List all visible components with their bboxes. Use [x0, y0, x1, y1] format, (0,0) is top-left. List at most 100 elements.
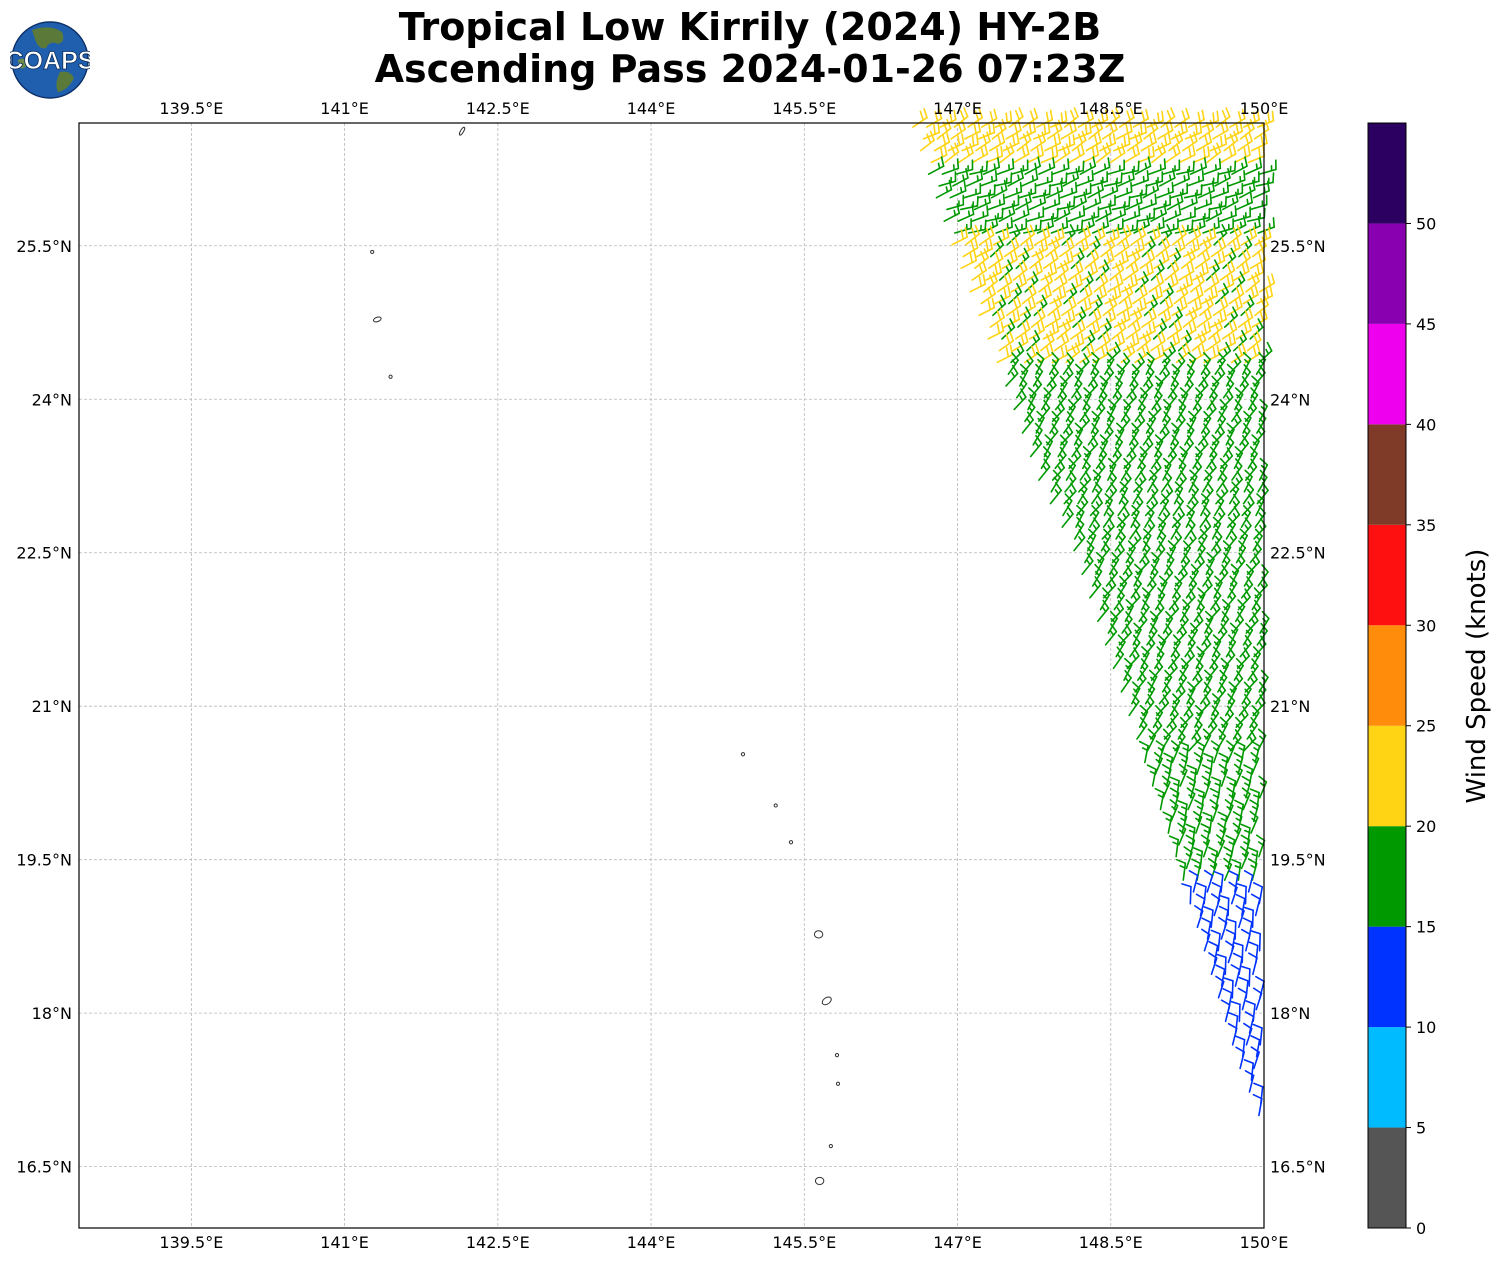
wind-barb — [1104, 285, 1122, 305]
wind-barb-flag — [1259, 681, 1267, 691]
wind-barb — [1188, 216, 1206, 234]
wind-barb-flag — [1161, 110, 1164, 122]
colorbar-frame — [1367, 122, 1407, 1229]
wind-barb-flag — [1041, 131, 1046, 142]
wind-barb-flag — [1197, 587, 1206, 596]
wind-barb — [969, 274, 987, 293]
wind-barb-shaft — [1077, 293, 1093, 305]
wind-barb-half-flag — [1140, 394, 1146, 400]
wind-barb-half-flag — [1172, 794, 1179, 799]
wind-barb-half-flag — [1129, 395, 1134, 402]
wind-barb-flag — [1165, 122, 1170, 134]
wind-barb-flag — [1160, 142, 1167, 153]
wind-barb-shaft — [1196, 316, 1212, 328]
wind-barb-flag — [1073, 107, 1079, 118]
wind-barb-flag — [985, 240, 989, 252]
wind-barb-flag — [1183, 296, 1188, 308]
wind-barb-half-flag — [976, 175, 979, 182]
wind-barb-shaft — [1164, 268, 1180, 281]
wind-barb-shaft — [1142, 701, 1155, 717]
island-outline — [370, 249, 375, 255]
wind-barb-flag — [1272, 217, 1275, 228]
wind-barb-flag — [1130, 107, 1135, 119]
wind-barb-half-flag — [1106, 512, 1112, 518]
wind-barb-shaft — [1246, 560, 1261, 576]
wind-barb-half-flag — [1204, 642, 1209, 649]
wind-barb-flag — [1126, 345, 1132, 356]
wind-barb-flag — [1091, 146, 1096, 158]
wind-barb-flag — [993, 108, 998, 120]
wind-barb-flag — [1035, 251, 1041, 262]
wind-barb-flag — [1257, 216, 1261, 227]
wind-barb-flag — [1218, 411, 1227, 420]
wind-barb-shaft — [1131, 419, 1146, 434]
wind-barb — [1022, 107, 1039, 128]
wind-barb-shaft — [985, 155, 1004, 164]
wind-barb — [1241, 775, 1252, 799]
wind-barb-flag — [1083, 399, 1091, 409]
wind-barb — [1173, 623, 1188, 646]
wind-barb-flag — [1217, 239, 1223, 251]
wind-barb-shaft — [1134, 279, 1149, 293]
wind-barb-shaft — [1222, 815, 1228, 834]
wind-barb-shaft — [1038, 166, 1056, 175]
wind-barb-half-flag — [1146, 429, 1152, 436]
wind-barb-half-flag — [1229, 688, 1235, 694]
wind-barb-shaft — [1195, 141, 1213, 152]
wind-barb-flag — [1066, 505, 1074, 515]
wind-barb-flag — [1217, 822, 1227, 830]
wind-barb-half-flag — [1203, 524, 1209, 531]
wind-barb — [1089, 576, 1102, 599]
wind-barb-flag — [1046, 226, 1051, 237]
wind-barb-flag — [1091, 504, 1100, 514]
wind-barb-flag — [1201, 343, 1206, 355]
wind-barb-half-flag — [1230, 582, 1236, 588]
wind-barb — [1172, 168, 1190, 187]
wind-barb-shaft — [1238, 244, 1253, 258]
wind-barb-shaft — [1151, 151, 1167, 164]
wind-barb-flag — [1230, 260, 1236, 272]
wind-barb-shaft — [1118, 116, 1135, 128]
wind-barb-shaft — [941, 167, 960, 175]
wind-barb-shaft — [1174, 572, 1188, 587]
wind-barb — [1221, 191, 1239, 211]
wind-barb-shaft — [1019, 130, 1037, 140]
wind-barb — [1248, 599, 1262, 623]
wind-barb — [978, 297, 996, 317]
wind-barb-flag — [1138, 352, 1145, 363]
wind-barb-flag — [1256, 343, 1261, 355]
wind-barb-half-flag — [1131, 442, 1136, 448]
wind-barb — [1044, 133, 1061, 152]
wind-barb-half-flag — [1248, 186, 1252, 193]
wind-barb — [1194, 248, 1211, 270]
wind-barb-flag — [1157, 587, 1166, 596]
wind-barb-shaft — [1173, 419, 1186, 434]
wind-barb-half-flag — [1135, 488, 1141, 494]
wind-barb — [1049, 285, 1067, 305]
wind-barb — [1228, 881, 1238, 905]
wind-barb — [1117, 493, 1129, 517]
wind-barb-flag — [1029, 237, 1034, 249]
wind-barb-half-flag — [1181, 758, 1187, 763]
wind-barb-flag — [1240, 846, 1250, 854]
wind-barb-shaft — [1162, 781, 1171, 799]
wind-barb-shaft — [1203, 281, 1220, 293]
wind-barb-half-flag — [1209, 465, 1214, 472]
wind-barb-flag — [1206, 481, 1214, 492]
wind-barb-flag — [1248, 847, 1259, 853]
wind-barb-flag — [1009, 110, 1013, 122]
wind-barb-shaft — [1179, 769, 1188, 787]
wind-barb — [1163, 717, 1177, 740]
wind-barb-shaft — [1181, 655, 1195, 670]
wind-barb — [1255, 975, 1265, 999]
wind-barb — [1187, 285, 1204, 305]
wind-barb-flag — [1078, 529, 1086, 539]
wind-barb-shaft — [1001, 326, 1016, 340]
wind-barb-half-flag — [1122, 512, 1127, 519]
wind-barb-flag — [1168, 835, 1180, 841]
wind-barb-shaft — [1199, 898, 1206, 917]
wind-barb-shaft — [1227, 945, 1235, 964]
wind-barb-half-flag — [1243, 829, 1251, 834]
wind-barb-flag — [1175, 529, 1183, 539]
wind-barb-flag — [1124, 286, 1130, 297]
